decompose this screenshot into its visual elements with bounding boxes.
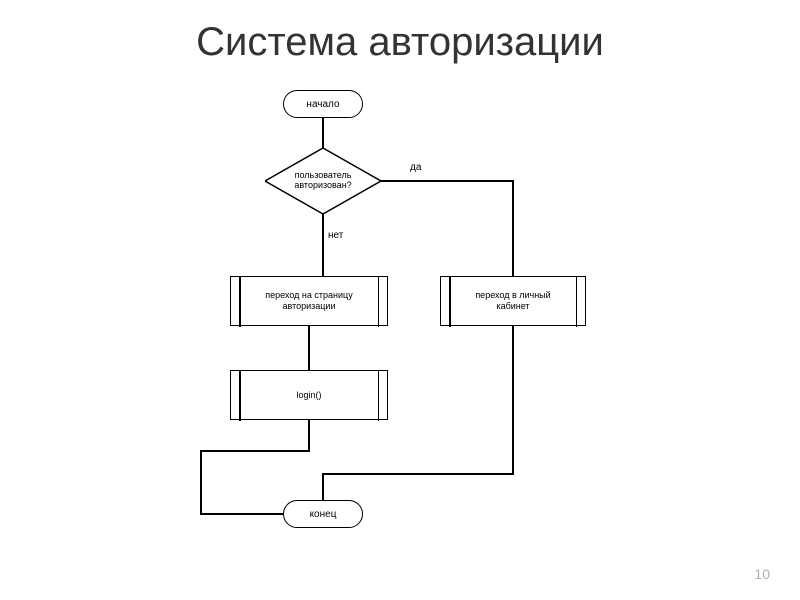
edge-login-h2 (200, 513, 283, 515)
edge-auth-login (308, 326, 310, 370)
edge-cabinet-h (322, 473, 514, 475)
node-start: начало (283, 90, 363, 118)
node-start-label: начало (306, 99, 339, 110)
edge-login-down2 (200, 450, 202, 514)
node-proc-cabinet: переход в личныйкабинет (440, 276, 586, 326)
slide-title: Система авторизации (0, 20, 800, 65)
edge-login-h1 (200, 450, 310, 452)
node-proc-auth-label: переход на страницуавторизации (253, 290, 364, 312)
node-proc-login: login() (230, 370, 388, 420)
edge-login-down1 (308, 420, 310, 450)
node-decision: пользовательавторизован? (265, 148, 381, 214)
node-proc-auth: переход на страницуавторизации (230, 276, 388, 326)
edge-merge-down (322, 473, 324, 500)
edge-label-no: нет (328, 230, 343, 241)
node-proc-login-label: login() (284, 390, 333, 401)
node-end: конец (283, 500, 363, 528)
node-decision-label: пользовательавторизован? (294, 171, 351, 191)
edge-start-decision (322, 118, 324, 148)
edge-decision-cabinet-h (381, 180, 513, 182)
edge-label-yes: да (410, 162, 421, 173)
page-number: 10 (754, 566, 770, 582)
edge-decision-cabinet-v (512, 180, 514, 276)
edge-decision-auth (322, 214, 324, 276)
flowchart-diagram: начало пользовательавторизован? да нет п… (170, 80, 630, 550)
node-end-label: конец (310, 509, 337, 520)
edge-cabinet-down (512, 326, 514, 474)
node-proc-cabinet-label: переход в личныйкабинет (463, 290, 562, 312)
